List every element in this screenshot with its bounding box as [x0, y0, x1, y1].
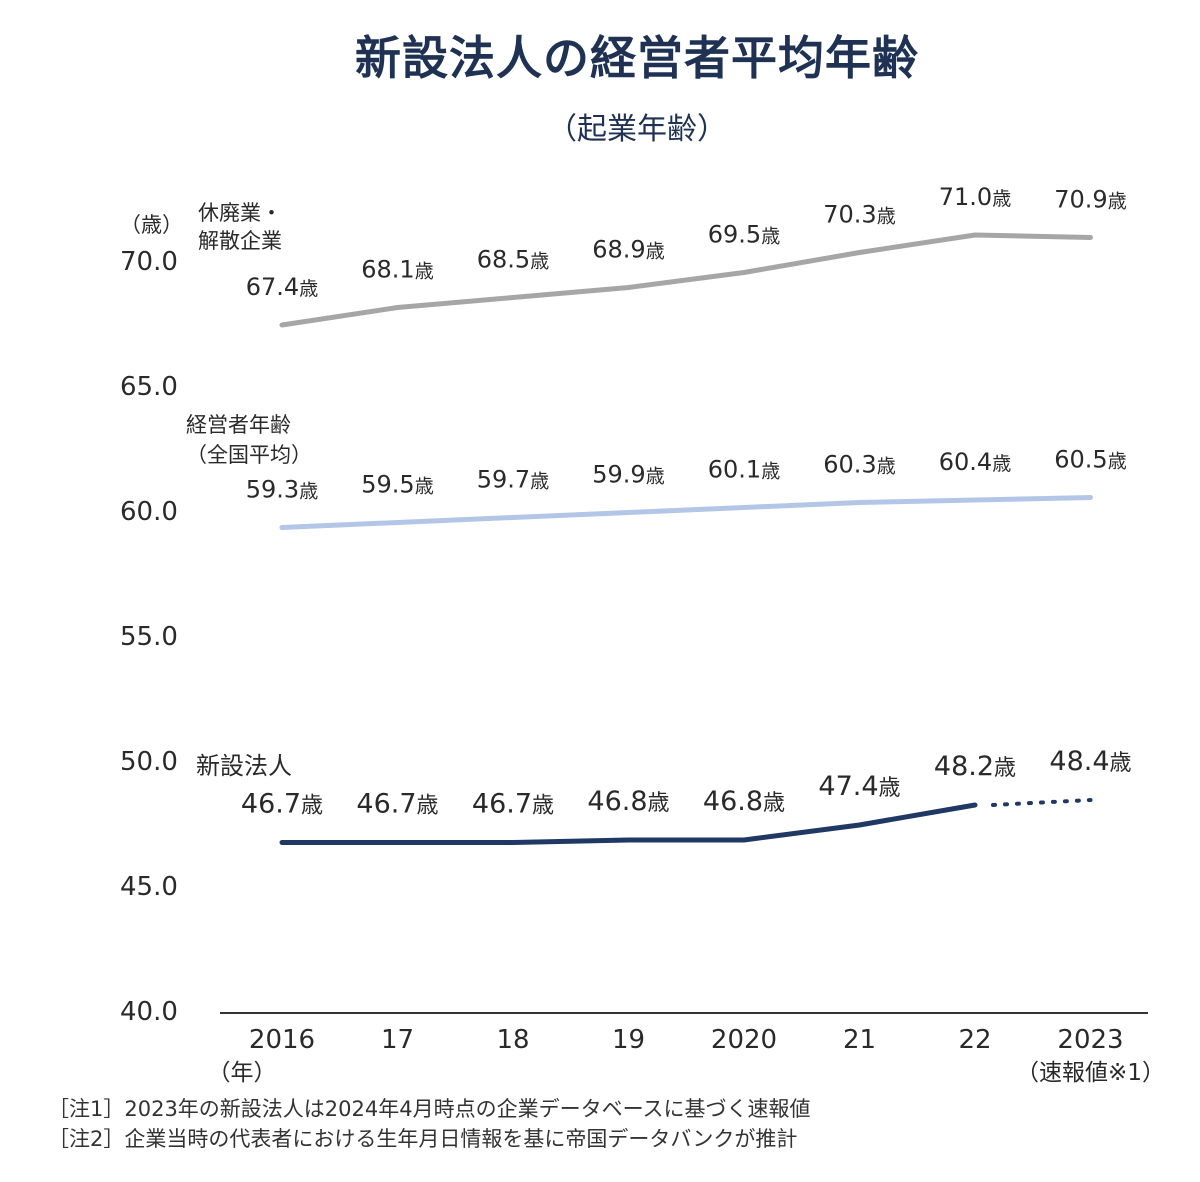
x-tick-label: 2023 [1057, 1025, 1123, 1055]
data-label: 70.3歳 [823, 201, 895, 229]
y-tick-label: 60.0 [120, 497, 178, 527]
series-name-label: 新設法人 [196, 752, 292, 780]
data-label: 68.5歳 [477, 246, 549, 274]
series-name-label: 経営者年齢 [186, 413, 291, 437]
series-line [279, 495, 1093, 530]
x-tick-label: 21 [843, 1025, 876, 1055]
data-label: 47.4歳 [818, 771, 900, 802]
data-label: 60.1歳 [708, 456, 780, 484]
series-name-label: 解散企業 [198, 229, 282, 253]
data-label: 60.4歳 [939, 448, 1011, 476]
chart-title: 新設法人の経営者平均年齢 [355, 31, 919, 85]
y-tick-label: 70.0 [120, 247, 178, 277]
data-label: 46.7歳 [356, 789, 438, 820]
data-label: 59.3歳 [246, 476, 318, 504]
x-tick-label: 19 [612, 1025, 645, 1055]
chart-subtitle: （起業年齢） [547, 112, 727, 147]
data-label: 59.9歳 [592, 461, 664, 489]
data-label: 67.4歳 [246, 273, 318, 301]
y-tick-label: 50.0 [120, 747, 178, 777]
data-label: 68.1歳 [361, 256, 433, 284]
note-1: ［注1］2023年の新設法人は2024年4月時点の企業データベースに基づく速報値 [48, 1097, 811, 1121]
data-label: 46.8歳 [703, 786, 785, 817]
data-label: 70.9歳 [1054, 186, 1126, 214]
x-tick-label: 2020 [711, 1025, 777, 1055]
y-axis-unit: （歳） [120, 213, 183, 237]
x-axis-unit: （年） [208, 1060, 277, 1086]
data-label: 60.3歳 [823, 451, 895, 479]
x-tick-label: 18 [496, 1025, 529, 1055]
data-label: 48.4歳 [1049, 746, 1131, 777]
x-tick-label: 17 [381, 1025, 414, 1055]
data-label: 46.7歳 [472, 789, 554, 820]
series-line [279, 232, 1093, 328]
data-label: 71.0歳 [939, 183, 1011, 211]
data-label: 46.7歳 [241, 789, 323, 820]
data-label: 60.5歳 [1054, 446, 1126, 474]
notes: ［注1］2023年の新設法人は2024年4月時点の企業データベースに基づく速報値… [48, 1094, 811, 1154]
x-sub-label: （速報値※1） [1016, 1060, 1165, 1086]
series-line-dotted [991, 798, 1093, 807]
data-label: 59.7歳 [477, 466, 549, 494]
data-label: 68.9歳 [592, 236, 664, 264]
data-label: 48.2歳 [934, 751, 1016, 782]
y-tick-label: 65.0 [120, 372, 178, 402]
series-name-label: （全国平均） [186, 443, 312, 467]
y-tick-label: 55.0 [120, 622, 178, 652]
y-tick-label: 40.0 [120, 997, 178, 1027]
note-2: ［注2］企業当時の代表者における生年月日情報を基に帝国データバンクが推計 [48, 1127, 798, 1151]
data-label: 59.5歳 [361, 471, 433, 499]
data-label: 69.5歳 [708, 221, 780, 249]
series-line [279, 802, 978, 845]
data-label: 46.8歳 [587, 786, 669, 817]
x-tick-label: 22 [958, 1025, 991, 1055]
x-tick-label: 2016 [249, 1025, 315, 1055]
series-name-label: 休廃業・ [198, 201, 282, 225]
y-tick-label: 45.0 [120, 872, 178, 902]
line-chart: 40.0 45.0 50.0 55.0 60.0 65.0 70.0 （歳） 2016 17 18 1… [120, 183, 1165, 1086]
